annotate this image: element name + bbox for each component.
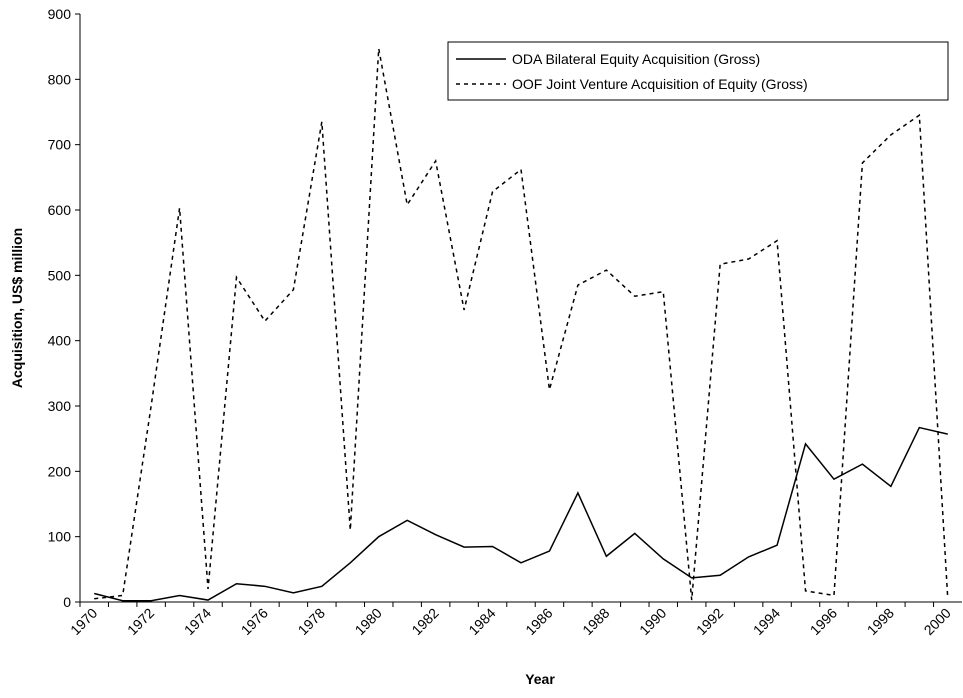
- x-tick-label: 1996: [807, 605, 840, 638]
- x-tick-label: 1976: [238, 605, 271, 638]
- x-tick-label: 1978: [295, 605, 328, 638]
- x-tick-label: 1986: [522, 605, 555, 638]
- x-tick-label: 1970: [67, 605, 100, 638]
- legend-label: ODA Bilateral Equity Acquisition (Gross): [512, 51, 760, 67]
- y-axis-label: Acquisition, US$ million: [9, 228, 25, 388]
- x-tick-label: 1992: [693, 605, 726, 638]
- x-tick-label: 1980: [352, 605, 385, 638]
- x-tick-label: 1982: [408, 605, 441, 638]
- legend-label: OOF Joint Venture Acquisition of Equity …: [512, 76, 808, 92]
- line-series: [94, 426, 948, 602]
- y-tick-label: 200: [48, 463, 72, 479]
- x-axis-label: Year: [525, 671, 555, 687]
- x-tick-label: 1994: [750, 605, 783, 638]
- legend-box: [447, 41, 949, 101]
- x-tick-label: 1988: [579, 605, 612, 638]
- x-tick-label: 2000: [921, 605, 954, 638]
- y-tick-label: 800: [48, 71, 72, 87]
- x-tick-label: 1972: [124, 605, 157, 638]
- x-tick-label: 1998: [864, 605, 897, 638]
- y-tick-label: 300: [48, 398, 72, 414]
- y-tick-label: 400: [48, 333, 72, 349]
- y-tick-label: 700: [48, 137, 72, 153]
- x-tick-label: 1990: [636, 605, 669, 638]
- y-tick-label: 600: [48, 202, 72, 218]
- y-tick-label: 100: [48, 529, 72, 545]
- y-tick-label: 0: [63, 594, 71, 610]
- x-tick-label: 1974: [181, 605, 214, 638]
- x-tick-label: 1984: [465, 605, 498, 638]
- y-tick-label: 500: [48, 267, 72, 283]
- y-tick-label: 900: [48, 6, 72, 22]
- line-series: [94, 48, 949, 601]
